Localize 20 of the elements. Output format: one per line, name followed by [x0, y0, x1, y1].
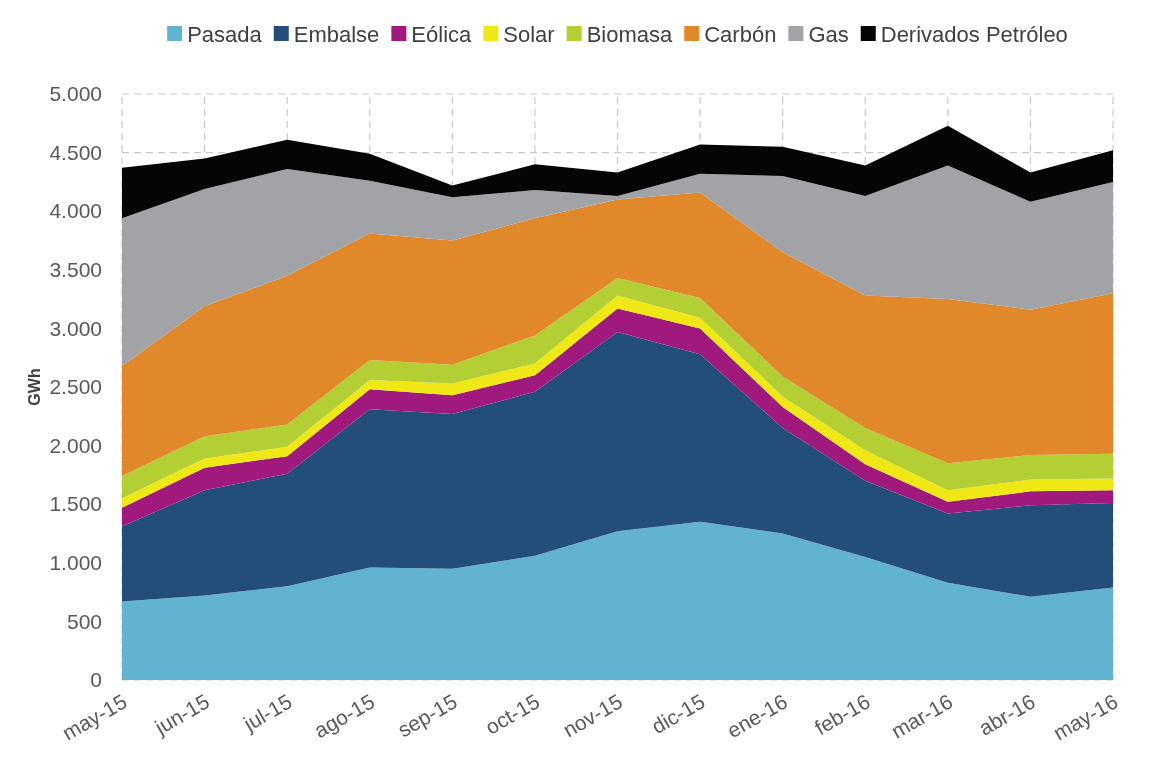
legend-label: Gas: [808, 21, 849, 47]
legend-label: Derivados Petróleo: [880, 21, 1068, 47]
y-tick-label: 3.000: [49, 316, 102, 340]
y-tick-label: 4.500: [49, 140, 102, 164]
y-tick-label: 5.000: [49, 82, 102, 106]
legend-label: Carbón: [704, 21, 777, 47]
y-tick-label: 2.000: [49, 433, 102, 457]
y-tick-label: 1.500: [49, 492, 102, 516]
legend-label: Biomasa: [586, 21, 673, 47]
y-tick-label: 500: [66, 609, 102, 633]
y-tick-label: 1.000: [49, 551, 102, 575]
y-axis-title: GWh: [26, 368, 43, 406]
y-tick-label: 2.500: [49, 375, 102, 399]
legend-label: Eólica: [411, 21, 473, 47]
legend-label: Solar: [503, 21, 555, 47]
y-tick-label: 4.000: [49, 199, 102, 223]
legend-label: Pasada: [187, 21, 263, 47]
y-tick-label: 0: [90, 668, 102, 692]
y-tick-label: 3.500: [49, 258, 102, 282]
legend-label: Embalse: [293, 21, 380, 47]
